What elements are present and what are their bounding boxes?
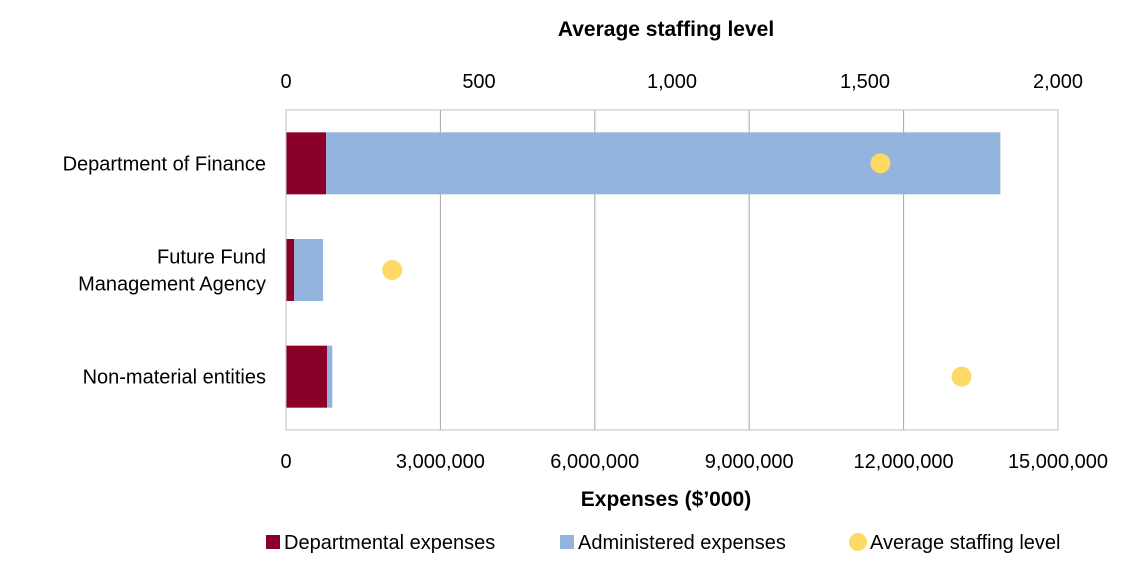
category-labels: Department of Finance Future Fund Manageme…: [63, 153, 266, 388]
x2-tick-label: 1,000: [647, 71, 697, 93]
bar-departmental-expenses: [286, 132, 327, 195]
legend: Departmental expenses Administered expens…: [266, 532, 1061, 554]
bars: [286, 132, 1001, 408]
legend-label: Departmental expenses: [284, 532, 495, 554]
legend-item-average-staffing-level: Average staffing level: [849, 532, 1061, 554]
bar-departmental-expenses: [286, 345, 328, 408]
bar-administered-expenses: [327, 345, 333, 408]
legend-label: Administered expenses: [578, 532, 786, 554]
legend-swatch: [849, 533, 867, 551]
legend-swatch: [560, 535, 574, 549]
bar-departmental-expenses: [286, 239, 295, 301]
category-label: Future Fund: [157, 247, 266, 269]
legend-swatch: [266, 535, 280, 549]
legend-item-departmental-expenses: Departmental expenses: [266, 532, 495, 554]
point-average-staffing-level: [870, 153, 891, 174]
x-tick-label: 9,000,000: [705, 451, 794, 473]
x-tick-label: 12,000,000: [854, 451, 954, 473]
top-axis-title: Average staffing level: [558, 18, 774, 41]
category-label: Non-material entities: [83, 367, 266, 389]
x-tick-label: 15,000,000: [1008, 451, 1108, 473]
bar-administered-expenses: [326, 132, 1001, 195]
x-tick-label: 3,000,000: [396, 451, 485, 473]
legend-label: Average staffing level: [870, 532, 1061, 554]
legend-item-administered-expenses: Administered expenses: [560, 532, 786, 554]
top-tick-labels: 0 500 1,000 1,500 2,000: [280, 71, 1083, 93]
x2-tick-label: 500: [462, 71, 495, 93]
points: [382, 153, 972, 387]
category-label: Department of Finance: [63, 153, 266, 175]
bottom-axis-title: Expenses ($’000): [581, 488, 751, 511]
x-tick-label: 6,000,000: [550, 451, 639, 473]
point-average-staffing-level: [951, 366, 972, 387]
point-average-staffing-level: [382, 260, 403, 280]
x2-tick-label: 2,000: [1033, 71, 1083, 93]
x2-tick-label: 0: [280, 71, 291, 93]
bar-administered-expenses: [294, 239, 324, 301]
x-tick-label: 0: [280, 451, 291, 473]
bottom-tick-labels: 0 3,000,000 6,000,000 9,000,000 12,000,000 15…: [280, 451, 1108, 473]
x2-tick-label: 1,500: [840, 71, 890, 93]
category-label: Management Agency: [78, 274, 266, 296]
